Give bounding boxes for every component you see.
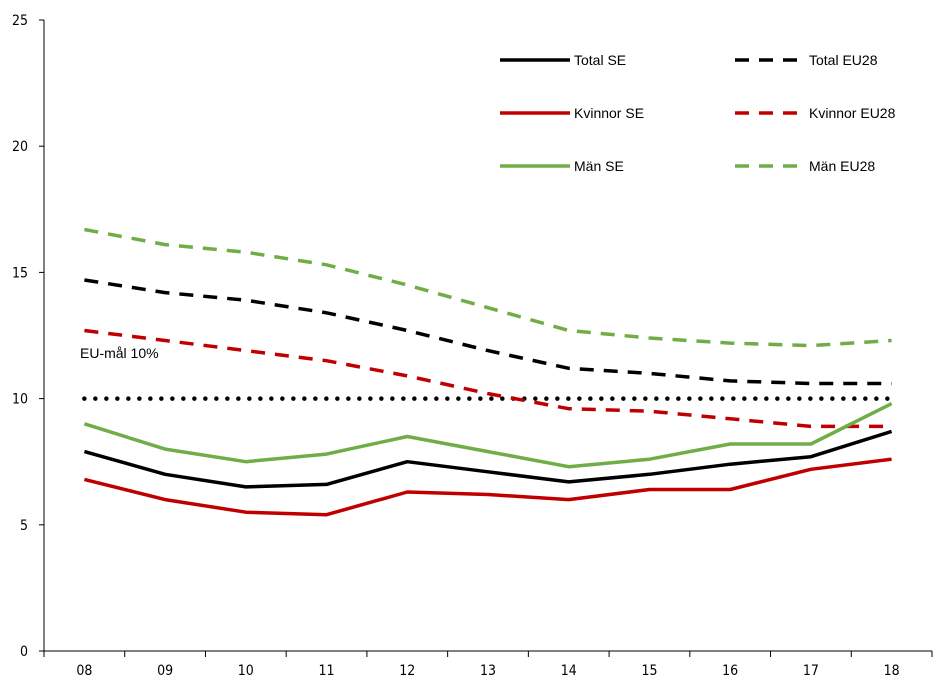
y-axis: 0 5 10 15 20 25 bbox=[12, 13, 45, 660]
legend-label: Total SE bbox=[574, 52, 626, 68]
legend-label: Kvinnor SE bbox=[574, 105, 644, 121]
y-tick-label: 0 bbox=[20, 644, 28, 660]
legend-item: Total SE bbox=[500, 52, 626, 68]
x-tick-label: 15 bbox=[641, 663, 657, 679]
series-line-kvinnor-eu28 bbox=[84, 328, 892, 429]
series-line-kvinnor-se bbox=[83, 457, 892, 517]
series-group bbox=[83, 227, 893, 517]
x-tick-label: 12 bbox=[399, 663, 415, 679]
y-tick-label: 10 bbox=[12, 392, 28, 408]
legend-item: Män SE bbox=[500, 158, 624, 174]
x-tick-label: 16 bbox=[722, 663, 738, 679]
legend-item: Män EU28 bbox=[735, 158, 875, 174]
series-line-m-n-se bbox=[83, 402, 893, 469]
x-tick-label: 17 bbox=[803, 663, 819, 679]
legend-item: Total EU28 bbox=[735, 52, 878, 68]
legend-item: Kvinnor EU28 bbox=[735, 105, 896, 121]
x-axis: 08 09 10 11 12 13 14 15 16 17 18 bbox=[43, 650, 933, 679]
x-tick-label: 13 bbox=[480, 663, 496, 679]
x-tick-label: 08 bbox=[76, 663, 92, 679]
legend-label: Kvinnor EU28 bbox=[809, 105, 896, 121]
series-line-total-se bbox=[83, 429, 893, 489]
x-tick-label: 09 bbox=[157, 663, 173, 679]
y-tick-label: 15 bbox=[12, 265, 28, 281]
y-tick-label: 20 bbox=[12, 139, 28, 155]
y-tick-label: 25 bbox=[12, 13, 28, 29]
x-tick-label: 18 bbox=[884, 663, 900, 679]
x-tick-label: 11 bbox=[319, 663, 335, 679]
legend-item: Kvinnor SE bbox=[500, 105, 644, 121]
legend-label: Män EU28 bbox=[809, 158, 875, 174]
target-annotation: EU-mål 10% bbox=[80, 345, 159, 361]
x-tick-label: 14 bbox=[561, 663, 577, 679]
series-line-total-eu28 bbox=[84, 278, 892, 386]
x-tick-label: 10 bbox=[238, 663, 254, 679]
series-line-m-n-eu28 bbox=[84, 227, 892, 348]
legend-label: Män SE bbox=[574, 158, 624, 174]
y-tick-label: 5 bbox=[20, 518, 28, 534]
legend: Total SE Total EU28 Kvinnor SE Kvinnor EU28… bbox=[500, 52, 896, 174]
legend-label: Total EU28 bbox=[809, 52, 878, 68]
